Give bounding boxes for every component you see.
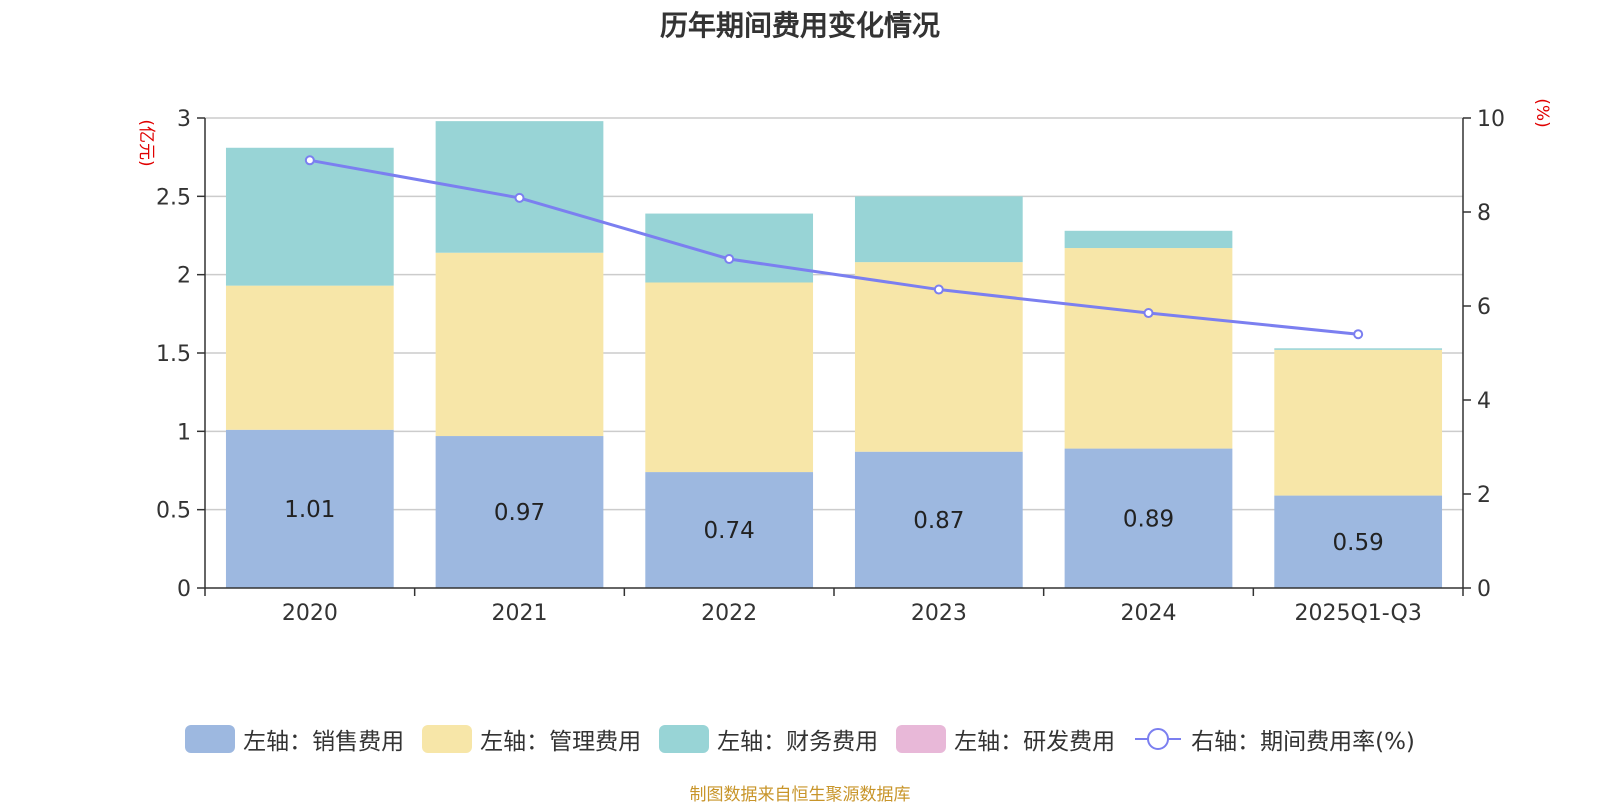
y-right-tick-label: 2 [1477,483,1491,508]
bar-segment [645,213,814,283]
data-labels: 1.01 0.97 0.74 0.87 0.89 0.59 [284,497,1384,556]
rate-point [1143,308,1154,319]
legend-swatch-sales [185,725,236,753]
legend-swatch-finance [659,725,710,753]
axes: 0 0.5 1 1.5 2 2.5 3 0 2 4 6 8 10 (亿元) (%) 2020 2021 2022 2… [136,98,1552,626]
x-tick-label: 2025Q1-Q3 [1294,601,1421,626]
data-source-note: 制图数据来自恒生聚源数据库 [689,785,911,805]
bar-segment [645,472,814,588]
legend: 左轴：销售费用 左轴：管理费用 左轴：财务费用 左轴：研发费用 右轴：期间费用率… [0,722,1600,756]
y-right-axis-label: (%) [1532,98,1552,127]
bar-value-label: 0.89 [1123,506,1174,532]
y-right-tick-label: 4 [1477,389,1491,414]
legend-item-rd[interactable]: 左轴：研发费用 [896,722,1115,756]
legend-item-admin[interactable]: 左轴：管理费用 [422,722,641,756]
legend-item-sales[interactable]: 左轴：销售费用 [185,722,404,756]
legend-item-finance[interactable]: 左轴：财务费用 [659,722,878,756]
x-tick-label: 2020 [282,601,338,626]
y-left-tick-label: 1.5 [156,342,191,367]
rate-line-path [309,158,1359,336]
bar-segment [435,252,604,437]
y-left-axis-label: (亿元) [136,119,156,166]
bar-segment [225,147,394,286]
bar-segment [435,436,604,588]
x-tick-label: 2022 [701,601,757,626]
legend-label-admin: 左轴：管理费用 [480,729,642,755]
bar-value-label: 0.97 [494,500,545,526]
bar-value-label: 0.59 [1333,530,1384,556]
bar-segment [854,196,1023,263]
y-right-tick-label: 6 [1477,295,1491,320]
legend-label-rate: 右轴：期间费用率(%) [1191,729,1415,755]
bar-segment [225,285,394,430]
legend-line-marker-icon [1135,728,1182,750]
x-tick-label: 2023 [911,601,967,626]
y-right-tick-label: 0 [1477,577,1491,602]
bar-segment [645,282,814,473]
legend-label-sales: 左轴：销售费用 [243,729,405,755]
rate-point [1353,329,1364,340]
bar-segment [1274,495,1443,588]
bar-value-label: 1.01 [284,497,335,523]
legend-label-finance: 左轴：财务费用 [717,729,879,755]
chart-canvas: 0 0.5 1 1.5 2 2.5 3 0 2 4 6 8 10 (亿元) (%) 2020 2021 2022 2… [136,98,1552,626]
y-left-tick-label: 0 [177,577,191,602]
y-left-tick-label: 0.5 [156,499,191,524]
rate-point [514,192,525,203]
y-left-tick-label: 2.5 [156,185,191,210]
x-tick-label: 2024 [1121,601,1177,626]
y-right-tick-label: 8 [1477,201,1491,226]
y-left-tick-label: 2 [177,264,191,289]
rate-line [304,155,1364,340]
bar-segment [1064,248,1233,449]
bar-value-label: 0.87 [913,508,964,534]
bars [225,121,1443,588]
bar-segment [225,429,394,588]
rate-point [724,254,735,264]
bar-segment [854,451,1023,588]
chart-title: 历年期间费用变化情况 [659,9,940,42]
legend-swatch-rd [896,725,947,753]
x-tick-label: 2021 [492,601,548,626]
bar-segment [1064,230,1233,249]
rate-point [933,284,944,295]
legend-swatch-admin [422,725,473,753]
legend-label-rd: 左轴：研发费用 [954,729,1116,755]
y-left-tick-label: 3 [177,107,191,132]
y-left-tick-label: 1 [177,420,191,445]
rate-point [304,155,315,166]
legend-item-rate[interactable]: 右轴：期间费用率(%) [1133,722,1415,756]
bar-value-label: 0.74 [704,518,755,544]
bar-segment [1274,348,1443,350]
bar-segment [1064,448,1233,588]
bar-segment [1274,349,1443,496]
y-right-tick-label: 10 [1477,107,1505,132]
